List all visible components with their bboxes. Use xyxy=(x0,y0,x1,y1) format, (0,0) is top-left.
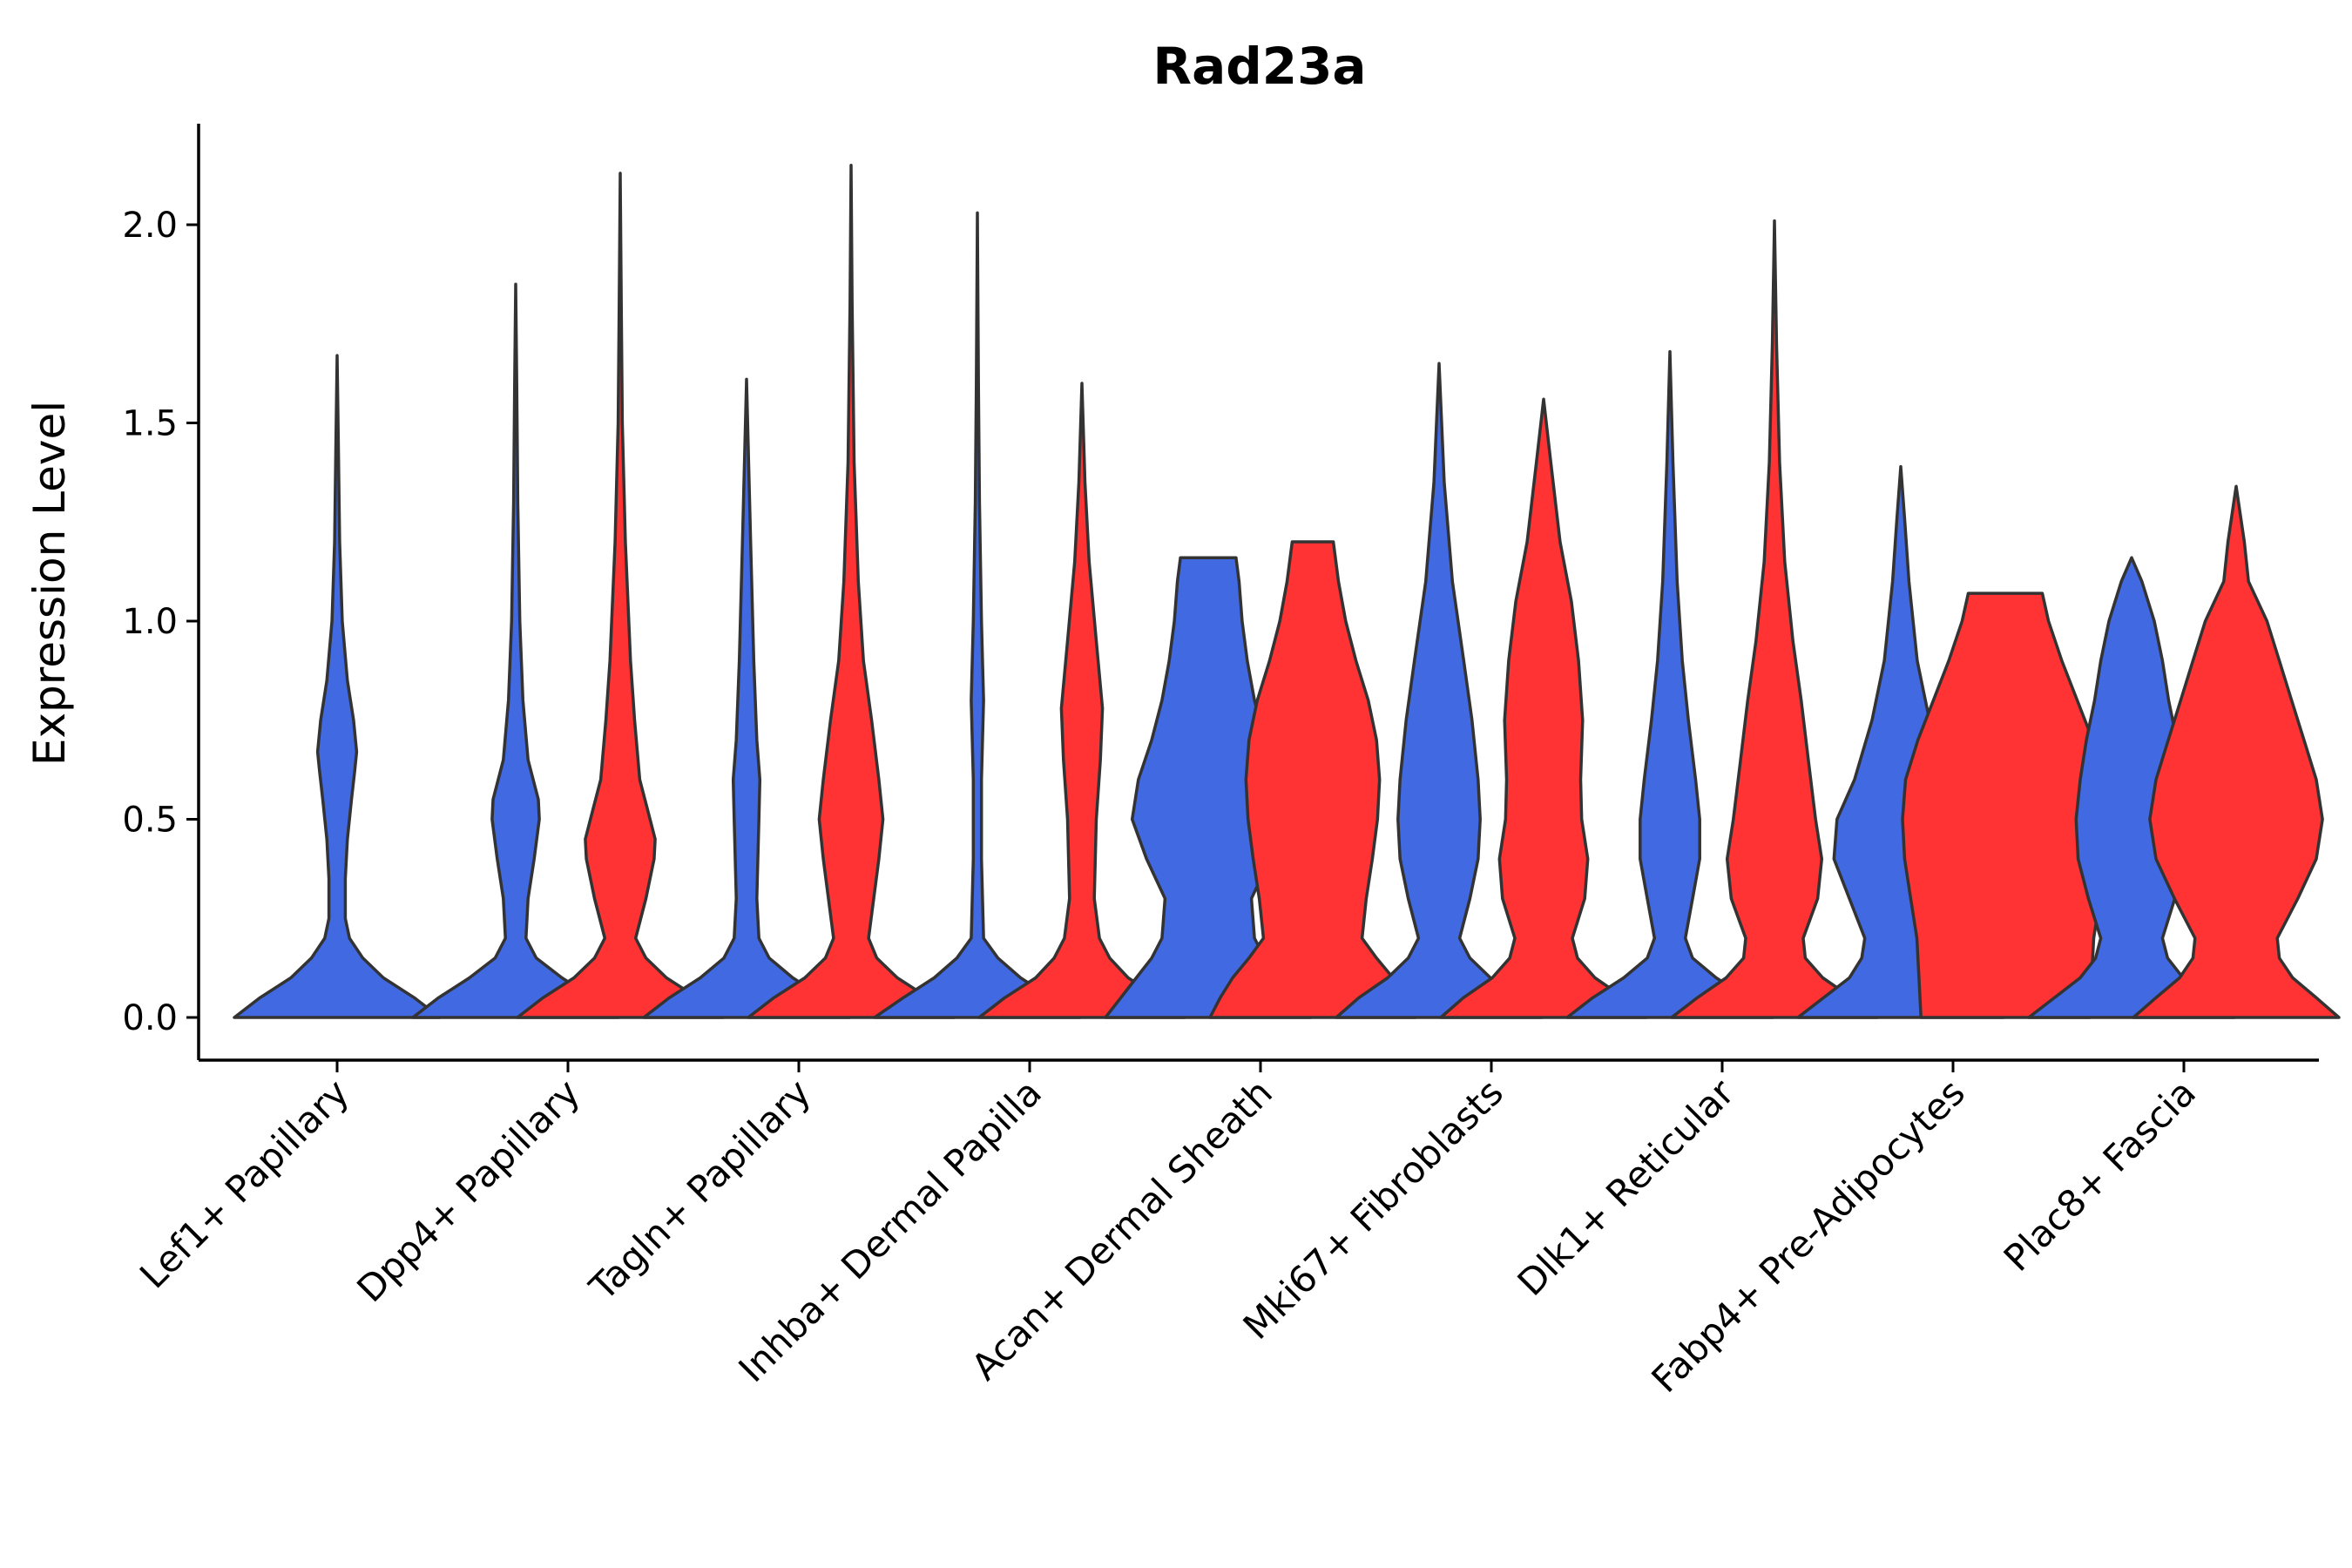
violin-blue-8 xyxy=(2027,556,2236,1019)
y-tick-label: 0.5 xyxy=(122,801,178,841)
x-tick-label: Dpp4+ Papillary xyxy=(348,1071,588,1310)
y-tick-label: 0.0 xyxy=(122,998,178,1038)
violin-blue-6 xyxy=(1565,349,1774,1019)
violin-blue-5 xyxy=(1335,362,1544,1019)
chart-title: Rad23a xyxy=(1152,37,1366,96)
violin-red-4 xyxy=(1208,540,1417,1019)
y-ticks: 0.0 0.5 1.0 1.5 2.0 xyxy=(122,206,199,1038)
violin-blue-0 xyxy=(233,354,442,1019)
y-tick-label: 1.0 xyxy=(122,602,178,642)
y-tick-label: 2.0 xyxy=(122,206,178,246)
violin-blue-2 xyxy=(642,377,851,1019)
violin-red-5 xyxy=(1439,397,1648,1019)
y-axis-label: Expression Level xyxy=(24,401,75,766)
violin-blue-3 xyxy=(873,211,1082,1019)
violin-red-3 xyxy=(977,382,1186,1019)
violin-group xyxy=(233,164,2341,1019)
violin-red-2 xyxy=(747,164,956,1019)
violin-blue-4 xyxy=(1104,556,1313,1019)
x-tick-label: Tagln+ Papillary xyxy=(581,1071,819,1308)
y-tick-label: 1.5 xyxy=(122,404,178,444)
x-tick-label: Mki67+ Fibroblasts xyxy=(1235,1071,1511,1347)
violin-red-6 xyxy=(1670,219,1879,1019)
x-tick-label: Dlk1+ Reticular xyxy=(1510,1071,1743,1304)
violin-blue-1 xyxy=(411,282,620,1019)
violin-red-8 xyxy=(2132,484,2341,1019)
x-tick-label: Lef1+ Papillary xyxy=(132,1071,357,1296)
x-tick-label: Plac8+ Fascia xyxy=(1996,1071,2204,1279)
violin-red-1 xyxy=(516,172,725,1019)
